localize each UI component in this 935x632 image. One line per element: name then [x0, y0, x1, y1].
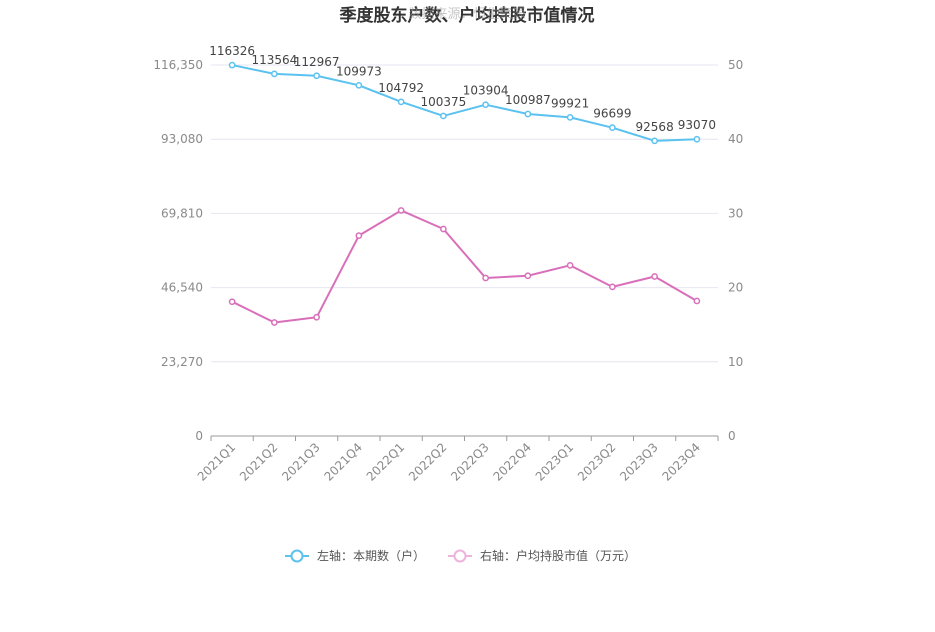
data-label: 103904 [463, 84, 509, 98]
data-point [355, 232, 363, 240]
data-label: 99921 [551, 96, 589, 110]
data-label: 116326 [209, 44, 255, 58]
y-tick-right: 20 [728, 281, 743, 295]
x-tick-label: 2022Q1 [364, 440, 408, 484]
data-point [313, 313, 320, 321]
x-tick-label: 2023Q1 [533, 440, 577, 484]
data-label: 96699 [593, 107, 631, 121]
data-point [440, 112, 447, 120]
data-point [482, 101, 489, 109]
x-tick-label: 2023Q4 [659, 440, 703, 484]
y-tick-right: 50 [728, 58, 743, 72]
legend-marker [290, 549, 304, 563]
data-point [397, 98, 405, 106]
data-point [609, 283, 616, 291]
y-tick-left: 93,080 [161, 132, 203, 146]
data-point [440, 225, 447, 233]
chart-title: 季度股东户数、户均持股市值情况 [340, 5, 595, 26]
x-tick-label: 2021Q1 [195, 440, 239, 484]
y-tick-left: 0 [195, 429, 203, 443]
legend-item[interactable]: 左轴：本期数（户） [285, 548, 425, 563]
y-tick-left: 116,350 [153, 58, 203, 72]
watermark: 数据来源：恒生聚源 [408, 7, 525, 22]
data-point [566, 261, 574, 269]
data-point [524, 110, 532, 118]
x-tick-label: 2022Q3 [448, 440, 492, 484]
x-tick-label: 2021Q4 [321, 440, 365, 484]
data-point [693, 135, 701, 143]
grid [211, 64, 718, 363]
legend-label: 右轴：户均持股市值（万元） [480, 548, 636, 563]
legend[interactable]: 左轴：本期数（户） 右轴：户均持股市值（万元） [285, 548, 636, 563]
data-label: 100375 [420, 95, 466, 109]
x-tick-label: 2022Q4 [490, 440, 534, 484]
y-tick-left: 69,810 [161, 206, 203, 220]
data-point [271, 319, 278, 326]
y-tick-left: 46,540 [161, 281, 203, 295]
data-point [313, 72, 320, 80]
data-point [355, 81, 363, 89]
x-tick-label: 2022Q2 [406, 440, 450, 484]
data-point [693, 297, 701, 305]
data-point [228, 298, 236, 306]
y-tick-right: 40 [728, 132, 743, 146]
data-label: 113564 [251, 53, 297, 67]
data-point [482, 274, 489, 282]
data-point [609, 124, 616, 132]
legend-item[interactable]: 右轴：户均持股市值（万元） [448, 548, 636, 563]
y-tick-right: 30 [728, 206, 743, 220]
data-point [397, 207, 405, 214]
data-label: 92568 [636, 120, 674, 134]
y-tick-left: 23,270 [161, 355, 203, 369]
data-point [228, 61, 236, 69]
legend-label: 左轴：本期数（户） [317, 548, 425, 563]
x-tick-label: 2021Q2 [237, 440, 281, 484]
series-line-1 [231, 209, 698, 324]
legend-marker [453, 549, 467, 563]
x-tick-label: 2023Q3 [617, 440, 661, 484]
data-label: 112967 [294, 55, 340, 69]
data-label: 93070 [678, 118, 716, 132]
series-line-0 [231, 64, 697, 142]
data-point [651, 273, 658, 280]
y-tick-right: 10 [728, 355, 743, 369]
data-label: 109973 [336, 64, 382, 78]
y-tick-right: 0 [728, 429, 736, 443]
data-point [651, 137, 658, 145]
data-point [566, 114, 574, 121]
data-point [271, 70, 278, 78]
data-label: 104792 [378, 81, 424, 95]
x-tick-label: 2021Q3 [279, 440, 323, 484]
data-label: 100987 [505, 93, 551, 107]
data-point [524, 272, 532, 280]
x-tick-label: 2023Q2 [575, 440, 619, 484]
